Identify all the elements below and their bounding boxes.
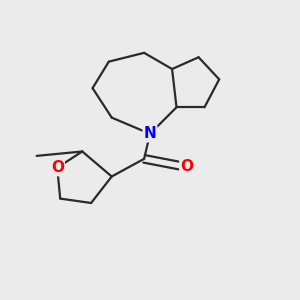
Text: O: O (180, 159, 193, 174)
Text: N: N (144, 126, 156, 141)
Text: O: O (51, 160, 64, 175)
